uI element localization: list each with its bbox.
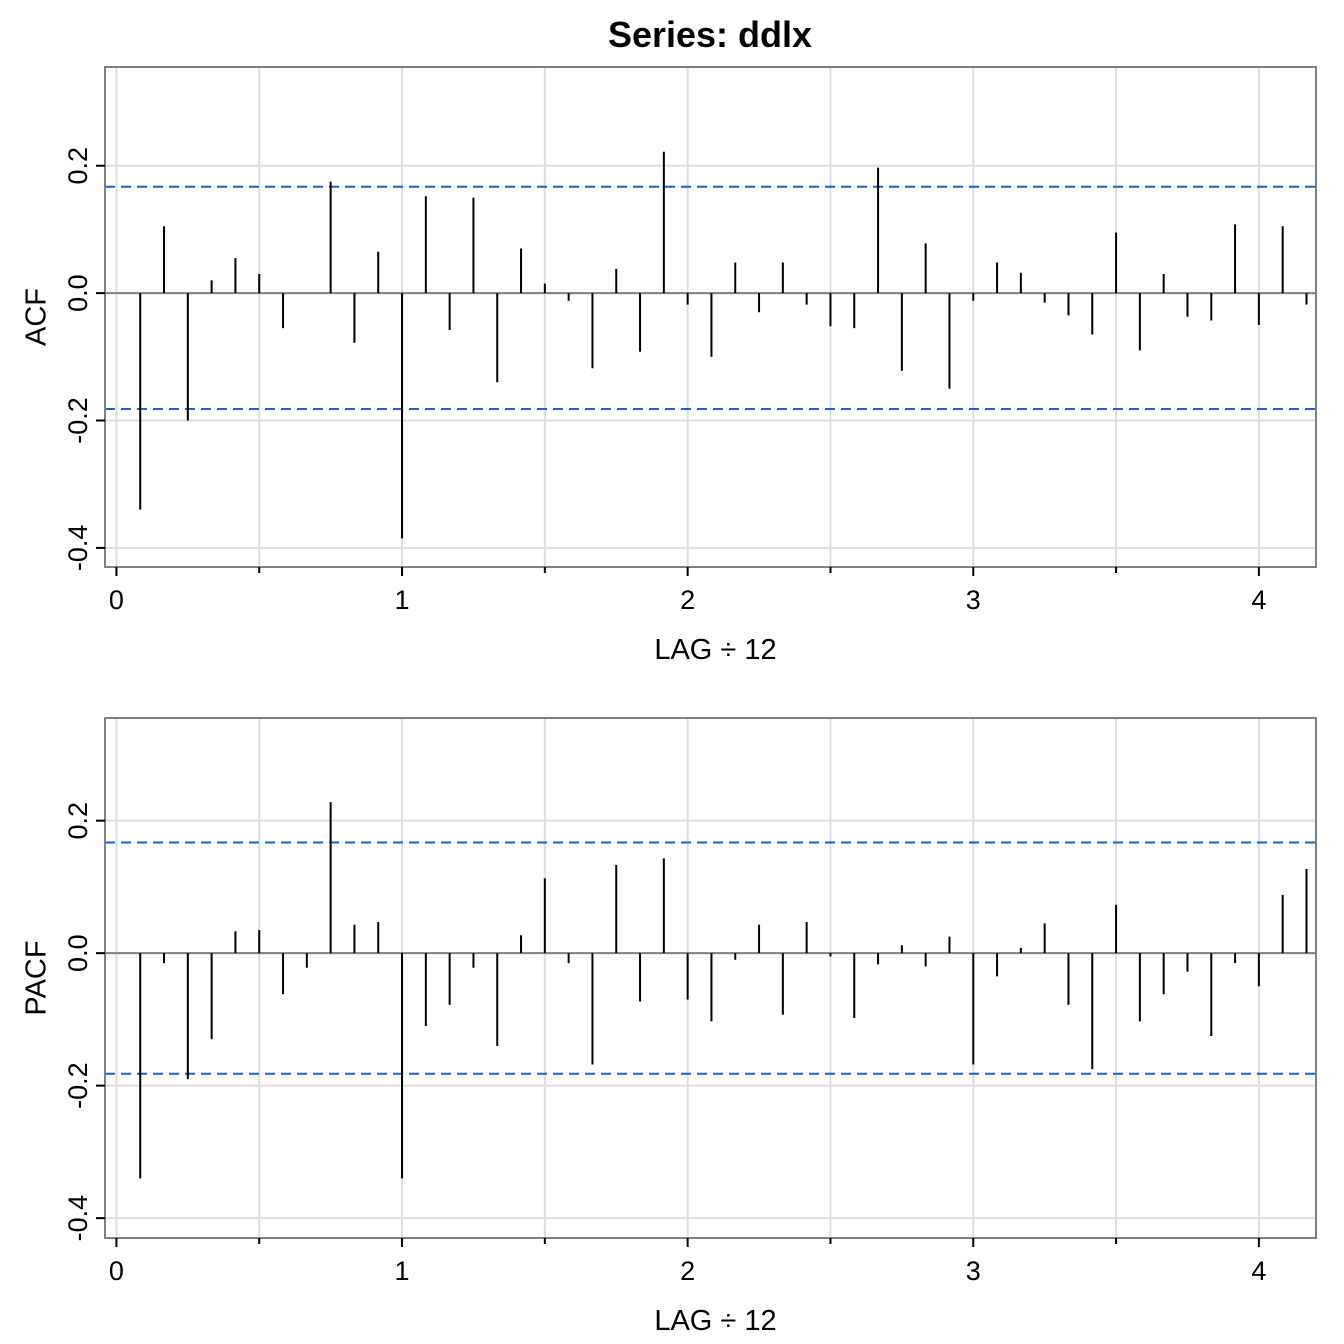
x-tick-label: 0 (109, 1256, 124, 1286)
y-tick-label: 0.0 (63, 934, 93, 972)
x-tick-label: 3 (966, 585, 981, 615)
plot-frame (104, 66, 1317, 568)
y-tick-label: 0.2 (63, 802, 93, 840)
x-tick-label: 4 (1251, 1256, 1266, 1286)
plot-frame (104, 717, 1317, 1239)
x-tick-label: 4 (1251, 585, 1266, 615)
y-axis-label: ACF (21, 288, 53, 346)
x-axis-label: LAG ÷ 12 (654, 1305, 776, 1337)
y-tick-label: 0.0 (63, 274, 93, 312)
x-tick-label: 2 (680, 1256, 695, 1286)
y-tick-label: 0.2 (63, 147, 93, 185)
y-tick-label: -0.2 (63, 1062, 93, 1109)
y-tick-label: -0.4 (63, 525, 93, 572)
x-axis-label: LAG ÷ 12 (654, 634, 776, 666)
x-tick-label: 1 (395, 1256, 410, 1286)
y-tick-label: -0.4 (63, 1195, 93, 1242)
y-tick-label: -0.2 (63, 397, 93, 444)
figure-title: Series: ddlx (608, 14, 812, 55)
x-tick-label: 0 (109, 585, 124, 615)
x-tick-label: 3 (966, 1256, 981, 1286)
pacf-panel: 0 1 2 3 4 -0.4 -0.2 0.0 0.2 LAG ÷ 12 PACF (21, 717, 1317, 1337)
x-tick-label: 1 (395, 585, 410, 615)
x-tick-label: 2 (680, 585, 695, 615)
acf-panel: 0 1 2 3 4 -0.4 -0.2 0.0 0.2 LAG ÷ 12 ACF (21, 66, 1317, 666)
y-axis-label: PACF (21, 940, 53, 1015)
